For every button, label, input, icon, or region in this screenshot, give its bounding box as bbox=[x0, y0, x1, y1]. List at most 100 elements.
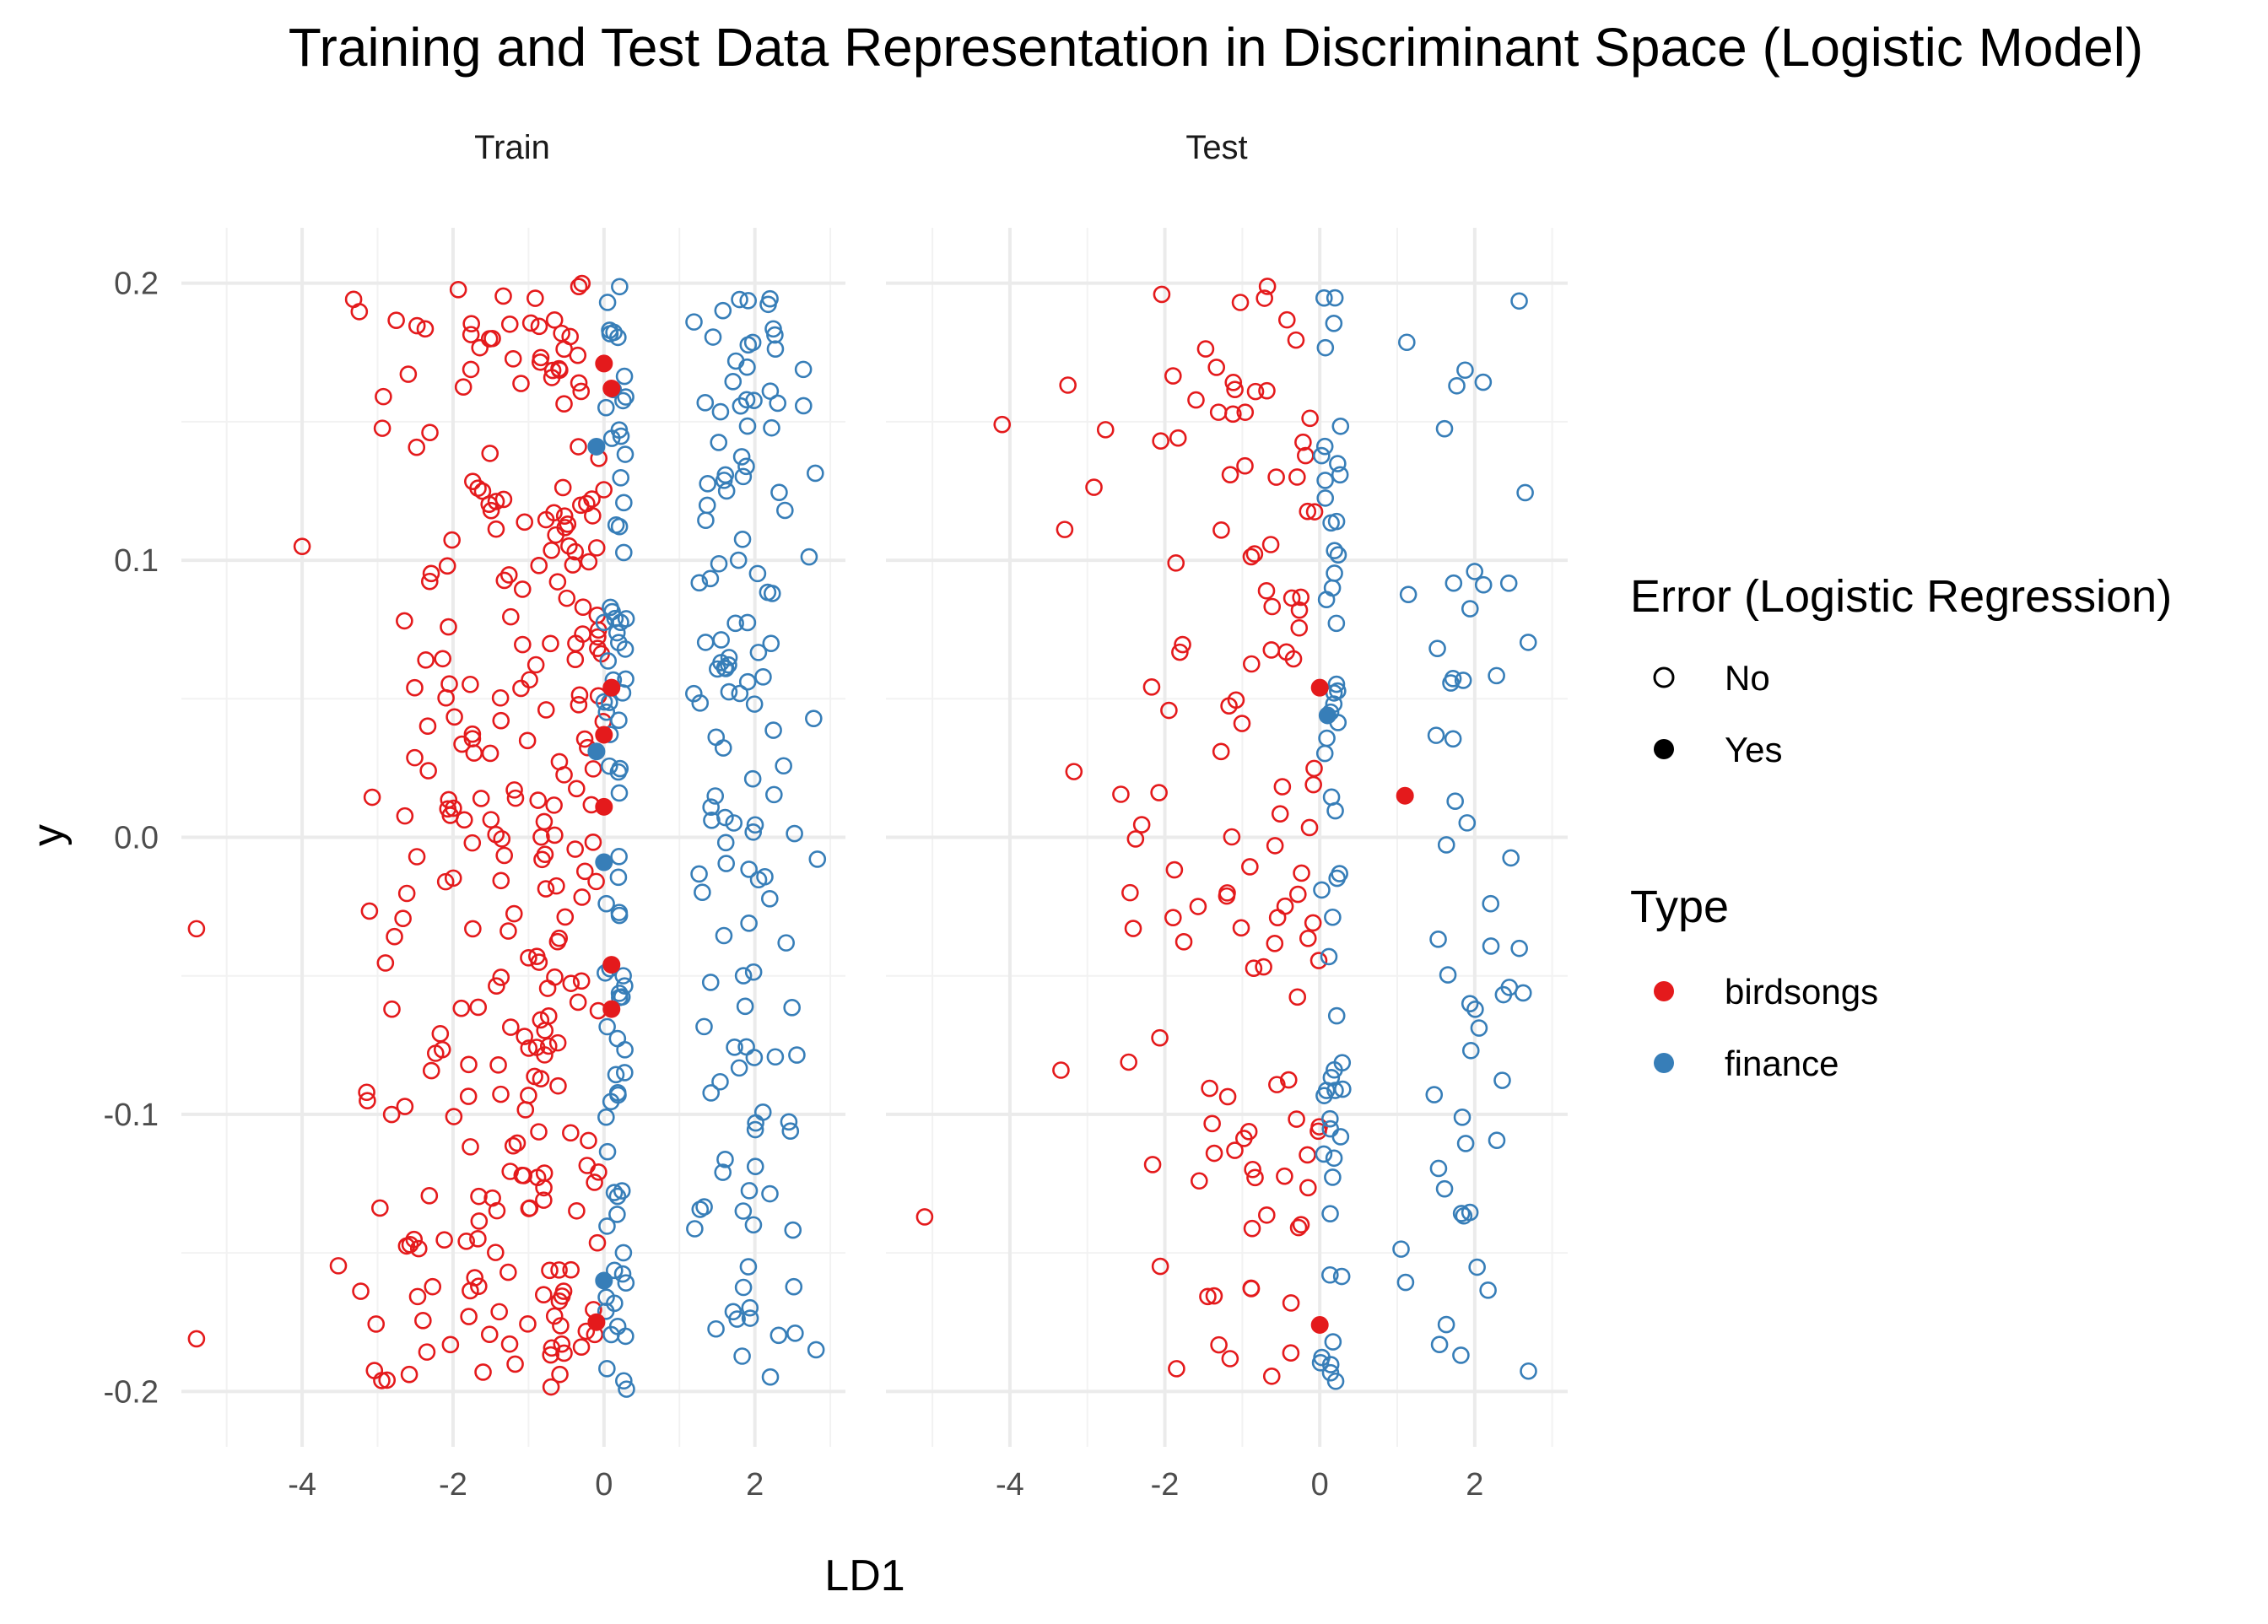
finance-point bbox=[746, 1157, 764, 1176]
birdsongs-point bbox=[537, 510, 555, 529]
finance-point bbox=[597, 1303, 615, 1320]
birdsongs-point bbox=[443, 531, 461, 549]
finance-point bbox=[746, 816, 764, 834]
finance-point bbox=[1315, 289, 1333, 307]
birdsongs-error-point bbox=[1310, 1316, 1329, 1334]
birdsongs-point bbox=[1268, 1076, 1286, 1093]
finance-point bbox=[740, 915, 758, 932]
birdsongs-point bbox=[1304, 914, 1322, 932]
finance-point bbox=[731, 290, 748, 309]
birdsongs-point bbox=[1271, 805, 1289, 823]
finance-point bbox=[598, 294, 617, 311]
finance-point bbox=[1466, 1001, 1484, 1018]
birdsongs-point bbox=[546, 968, 564, 986]
birdsongs-point bbox=[1243, 1219, 1261, 1238]
finance-point bbox=[598, 1142, 617, 1161]
finance-point bbox=[615, 494, 633, 512]
y-tick-label: 0.0 bbox=[114, 821, 159, 856]
finance-point bbox=[615, 1372, 633, 1390]
finance-point bbox=[807, 1341, 825, 1359]
birdsongs-point bbox=[560, 537, 578, 555]
finance-point bbox=[1315, 1145, 1333, 1163]
finance-point bbox=[1479, 1281, 1497, 1299]
birdsongs-point bbox=[535, 1179, 553, 1197]
finance-point bbox=[1327, 675, 1346, 693]
birdsongs-point bbox=[383, 1000, 401, 1018]
finance-point bbox=[738, 417, 757, 435]
finance-point bbox=[734, 1278, 753, 1297]
birdsongs-point bbox=[401, 1236, 419, 1254]
finance-point bbox=[1327, 1006, 1346, 1025]
birdsongs-point bbox=[506, 1355, 524, 1373]
birdsongs-point bbox=[512, 375, 530, 392]
birdsongs-point bbox=[445, 1108, 463, 1125]
birdsongs-point bbox=[424, 1277, 442, 1296]
finance-error-point bbox=[595, 1271, 613, 1290]
finance-point bbox=[616, 1041, 634, 1059]
birdsongs-point bbox=[489, 1056, 507, 1074]
birdsongs-point bbox=[562, 974, 580, 992]
birdsongs-point bbox=[360, 902, 379, 920]
finance-point bbox=[610, 711, 628, 730]
birdsongs-point bbox=[553, 324, 570, 343]
birdsongs-point bbox=[1164, 909, 1182, 926]
finance-point bbox=[1329, 455, 1347, 472]
birdsongs-point bbox=[915, 1208, 934, 1226]
birdsongs-point bbox=[1256, 289, 1273, 307]
birdsongs-point bbox=[492, 1085, 510, 1103]
birdsongs-point bbox=[1189, 898, 1207, 915]
birdsongs-point bbox=[546, 826, 564, 844]
finance-point bbox=[760, 889, 779, 908]
birdsongs-point bbox=[555, 507, 574, 525]
finance-point bbox=[759, 295, 777, 314]
birdsongs-point bbox=[569, 993, 587, 1012]
finance-point bbox=[754, 668, 772, 686]
finance-point bbox=[761, 1368, 780, 1386]
x-tick-label: 2 bbox=[746, 1467, 764, 1503]
finance-point bbox=[695, 1198, 713, 1216]
birdsongs-point bbox=[548, 1033, 567, 1052]
finance-point bbox=[714, 739, 732, 757]
birdsongs-point bbox=[572, 382, 591, 401]
birdsongs-point bbox=[408, 848, 426, 866]
y-axis-ticks: 0.2 0.1 0.0 -0.1 -0.2 bbox=[104, 267, 159, 1411]
finance-point bbox=[738, 358, 756, 376]
birdsongs-point bbox=[487, 1244, 505, 1261]
birdsongs-point bbox=[1294, 433, 1312, 451]
finance-point bbox=[732, 448, 751, 466]
birdsongs-point bbox=[1124, 920, 1142, 937]
finance-point bbox=[1326, 1060, 1343, 1079]
finance-point bbox=[712, 631, 730, 649]
finance-point bbox=[711, 402, 730, 421]
finance-point bbox=[614, 967, 632, 985]
birdsongs-point bbox=[418, 717, 437, 736]
birdsongs-point bbox=[1151, 1257, 1169, 1276]
birdsongs-point bbox=[570, 438, 587, 456]
finance-point bbox=[1428, 639, 1446, 657]
birdsongs-point bbox=[406, 748, 424, 767]
birdsongs-point bbox=[1174, 635, 1191, 654]
finance-point bbox=[784, 1221, 802, 1239]
birdsongs-point bbox=[495, 846, 513, 865]
birdsongs-point bbox=[1212, 521, 1230, 539]
birdsongs-point bbox=[441, 807, 460, 824]
birdsongs-point bbox=[1203, 1114, 1221, 1133]
finance-point bbox=[595, 613, 613, 632]
finance-point bbox=[610, 784, 629, 802]
finance-point bbox=[764, 721, 782, 739]
birdsongs-point bbox=[527, 1039, 546, 1056]
birdsongs-point bbox=[373, 419, 392, 437]
birdsongs-point bbox=[1287, 331, 1305, 349]
birdsongs-point bbox=[542, 1378, 560, 1396]
birdsongs-point bbox=[516, 513, 533, 531]
birdsongs-point bbox=[373, 1372, 391, 1389]
finance-point bbox=[704, 328, 722, 346]
birdsongs-point bbox=[408, 316, 426, 335]
birdsongs-point bbox=[471, 338, 489, 357]
finance-point bbox=[724, 373, 742, 391]
finance-point bbox=[610, 421, 629, 439]
finance-point bbox=[1329, 546, 1347, 564]
birdsongs-point bbox=[1277, 310, 1296, 329]
birdsongs-point bbox=[532, 348, 550, 367]
